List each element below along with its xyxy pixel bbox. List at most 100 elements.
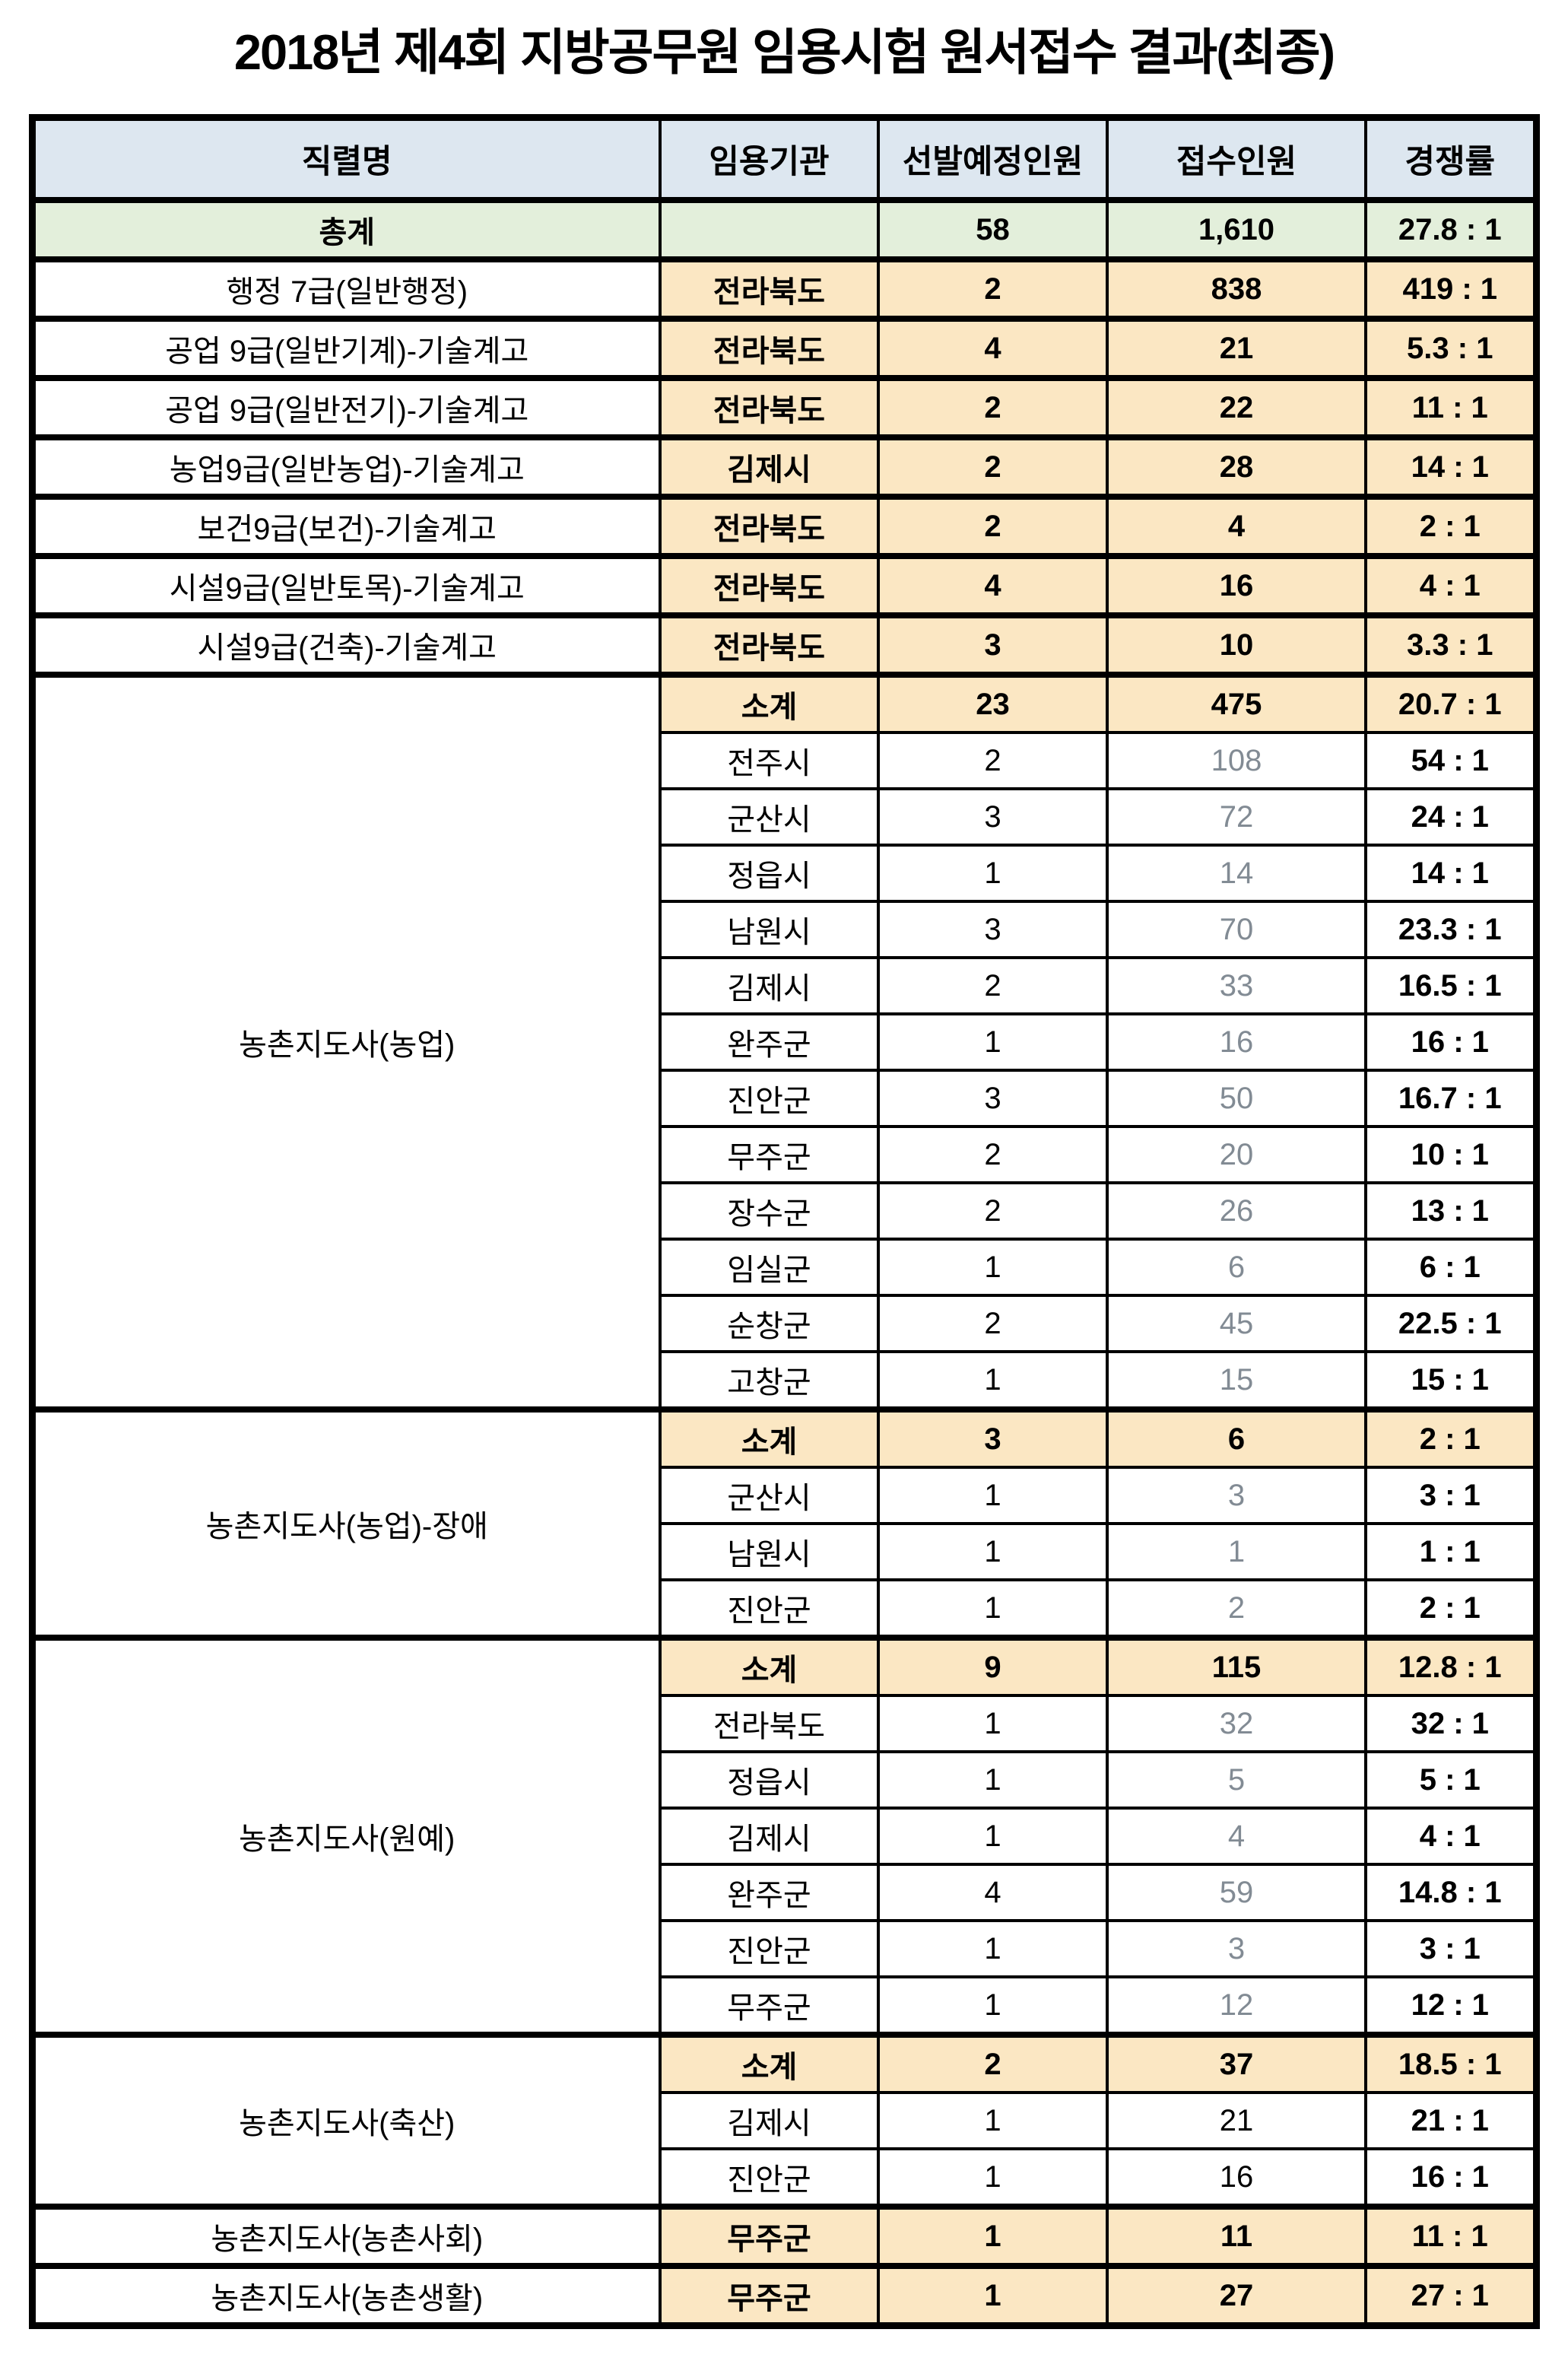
job-cell: 시설9급(일반토목)-기술계고 bbox=[30, 553, 662, 617]
ratio-cell: 4 : 1 bbox=[1364, 553, 1538, 617]
job-group-cell: 농촌지도사(원예) bbox=[30, 1635, 662, 2036]
job-cell: 공업 9급(일반전기)-기술계고 bbox=[30, 375, 662, 439]
applicants-cell: 3 bbox=[1106, 1919, 1367, 1978]
planned-cell: 1 bbox=[877, 1807, 1109, 1866]
agency-cell: 소계 bbox=[659, 672, 880, 734]
agency-cell: 진안군 bbox=[659, 1578, 880, 1639]
table-row: 농촌지도사(농촌사회) 무주군 1 11 11 : 1 bbox=[30, 2204, 1538, 2267]
agency-cell: 남원시 bbox=[659, 900, 880, 959]
planned-cell: 4 bbox=[877, 1863, 1109, 1922]
ratio-cell: 22.5 : 1 bbox=[1364, 1294, 1538, 1353]
planned-cell: 1 bbox=[877, 844, 1109, 903]
agency-cell: 전라북도 bbox=[659, 316, 880, 380]
table-row: 농업9급(일반농업)-기술계고 김제시 2 28 14 : 1 bbox=[30, 434, 1538, 498]
planned-cell: 23 bbox=[877, 672, 1109, 734]
ratio-cell: 24 : 1 bbox=[1364, 787, 1538, 847]
applicants-cell: 108 bbox=[1106, 731, 1367, 790]
job-cell: 농촌지도사(농촌사회) bbox=[30, 2204, 662, 2267]
applicants-cell: 10 bbox=[1106, 612, 1367, 676]
agency-cell: 전라북도 bbox=[659, 494, 880, 558]
table-row: 정읍시 1 5 5 : 1 bbox=[32, 1750, 1538, 1810]
applicants-cell: 33 bbox=[1106, 956, 1367, 1015]
ratio-cell: 11 : 1 bbox=[1364, 375, 1538, 439]
planned-cell: 2 bbox=[877, 256, 1109, 320]
applicants-cell: 16 bbox=[1106, 553, 1367, 617]
agency-cell: 완주군 bbox=[659, 1012, 880, 1072]
ratio-cell: 27.8 : 1 bbox=[1364, 197, 1538, 262]
applicants-cell: 72 bbox=[1106, 787, 1367, 847]
page-title: 2018년 제4회 지방공무원 임용시험 원서접수 결과(최종) bbox=[233, 24, 1335, 80]
table-row: 진안군 1 2 2 : 1 bbox=[32, 1578, 1538, 1639]
ratio-cell: 15 : 1 bbox=[1364, 1350, 1538, 1411]
applicants-cell: 45 bbox=[1106, 1294, 1367, 1353]
applicants-cell: 1,610 bbox=[1106, 197, 1367, 262]
ratio-cell: 13 : 1 bbox=[1364, 1181, 1538, 1241]
applicants-cell: 1 bbox=[1106, 1522, 1367, 1581]
applicants-cell: 37 bbox=[1106, 2032, 1367, 2094]
table-row: 김제시 2 33 16.5 : 1 bbox=[32, 956, 1538, 1015]
table-row: 행정 7급(일반행정) 전라북도 2 838 419 : 1 bbox=[30, 256, 1538, 320]
agency-cell: 소계 bbox=[659, 1635, 880, 1697]
column-header-job: 직렬명 bbox=[30, 116, 662, 203]
applicants-cell: 27 bbox=[1106, 2263, 1367, 2328]
planned-cell: 1 bbox=[877, 1750, 1109, 1810]
agency-cell: 무주군 bbox=[659, 1975, 880, 2036]
ratio-cell: 3.3 : 1 bbox=[1364, 612, 1538, 676]
planned-cell: 2 bbox=[877, 434, 1109, 498]
agency-cell: 군산시 bbox=[659, 1466, 880, 1525]
applicants-cell: 22 bbox=[1106, 375, 1367, 439]
planned-cell: 1 bbox=[877, 1466, 1109, 1525]
agency-cell: 진안군 bbox=[659, 1069, 880, 1128]
agency-cell: 김제시 bbox=[659, 1807, 880, 1866]
ratio-cell: 16.7 : 1 bbox=[1364, 1069, 1538, 1128]
agency-cell: 무주군 bbox=[659, 1125, 880, 1184]
table-row: 군산시 3 72 24 : 1 bbox=[32, 787, 1538, 847]
planned-cell: 2 bbox=[877, 731, 1109, 790]
ratio-cell: 3 : 1 bbox=[1364, 1919, 1538, 1978]
applicants-cell: 838 bbox=[1106, 256, 1367, 320]
column-header-planned: 선발예정인원 bbox=[877, 116, 1109, 203]
table-row: 진안군 1 16 16 : 1 bbox=[32, 2147, 1538, 2208]
applicants-cell: 475 bbox=[1106, 672, 1367, 734]
planned-cell: 9 bbox=[877, 1635, 1109, 1697]
agency-cell: 전라북도 bbox=[659, 612, 880, 676]
applicants-cell: 21 bbox=[1106, 2091, 1367, 2150]
planned-cell: 1 bbox=[877, 1350, 1109, 1411]
job-cell: 공업 9급(일반기계)-기술계고 bbox=[30, 316, 662, 380]
planned-cell: 4 bbox=[877, 316, 1109, 380]
job-cell: 행정 7급(일반행정) bbox=[30, 256, 662, 320]
applicants-cell: 26 bbox=[1106, 1181, 1367, 1241]
table-row: 보건9급(보건)-기술계고 전라북도 2 4 2 : 1 bbox=[30, 494, 1538, 558]
ratio-cell: 54 : 1 bbox=[1364, 731, 1538, 790]
planned-cell: 2 bbox=[877, 1294, 1109, 1353]
applicants-cell: 14 bbox=[1106, 844, 1367, 903]
table-row: 김제시 1 4 4 : 1 bbox=[32, 1807, 1538, 1866]
applicants-cell: 50 bbox=[1106, 1069, 1367, 1128]
agency-cell: 진안군 bbox=[659, 2147, 880, 2208]
planned-cell: 1 bbox=[877, 1694, 1109, 1753]
ratio-cell: 12 : 1 bbox=[1364, 1975, 1538, 2036]
table-row: 정읍시 1 14 14 : 1 bbox=[32, 844, 1538, 903]
agency-cell: 무주군 bbox=[659, 2204, 880, 2267]
applicants-cell: 6 bbox=[1106, 1238, 1367, 1297]
applicants-cell: 5 bbox=[1106, 1750, 1367, 1810]
agency-cell: 남원시 bbox=[659, 1522, 880, 1581]
applicants-cell: 4 bbox=[1106, 1807, 1367, 1866]
job-cell: 총계 bbox=[30, 197, 662, 262]
ratio-cell: 2 : 1 bbox=[1364, 494, 1538, 558]
agency-cell: 완주군 bbox=[659, 1863, 880, 1922]
planned-cell: 1 bbox=[877, 1975, 1109, 2036]
agency-cell: 김제시 bbox=[659, 434, 880, 498]
planned-cell: 1 bbox=[877, 1919, 1109, 1978]
table-row: 진안군 3 50 16.7 : 1 bbox=[32, 1069, 1538, 1128]
planned-cell: 3 bbox=[877, 787, 1109, 847]
column-header-agency: 임용기관 bbox=[659, 116, 880, 203]
ratio-cell: 419 : 1 bbox=[1364, 256, 1538, 320]
table-row: 김제시 1 21 21 : 1 bbox=[32, 2091, 1538, 2150]
table-row: 공업 9급(일반기계)-기술계고 전라북도 4 21 5.3 : 1 bbox=[30, 316, 1538, 380]
table-row: 전라북도 1 32 32 : 1 bbox=[32, 1694, 1538, 1753]
applicants-cell: 2 bbox=[1106, 1578, 1367, 1639]
agency-cell: 진안군 bbox=[659, 1919, 880, 1978]
ratio-cell: 11 : 1 bbox=[1364, 2204, 1538, 2267]
planned-cell: 2 bbox=[877, 494, 1109, 558]
